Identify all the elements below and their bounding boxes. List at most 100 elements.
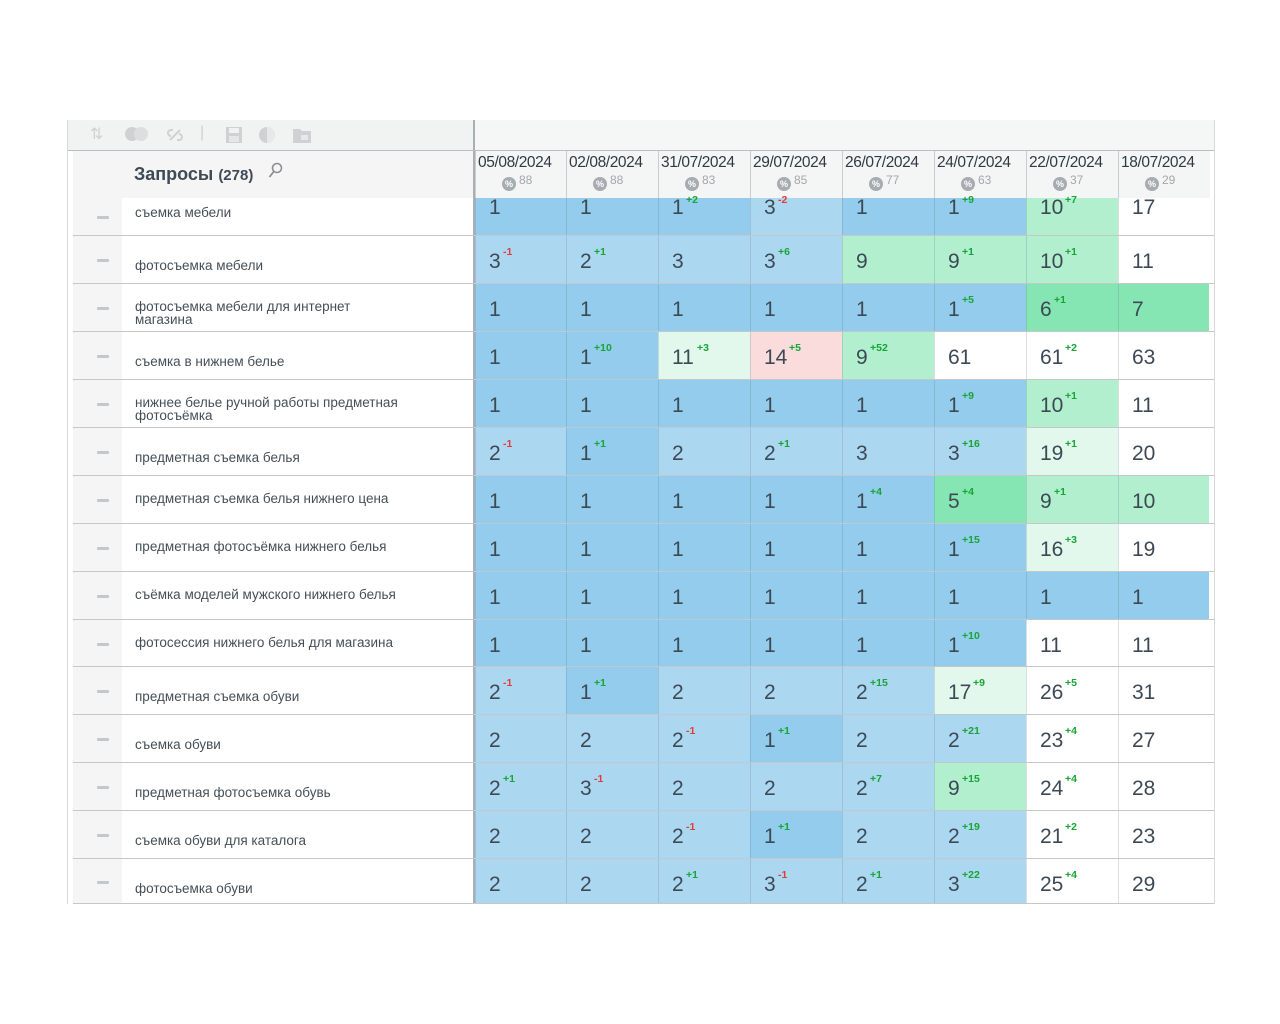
position-cell[interactable]: 1: [566, 380, 658, 428]
position-cell[interactable]: 1: [1118, 572, 1209, 620]
position-cell[interactable]: 9: [842, 236, 934, 284]
position-cell[interactable]: 1: [658, 620, 750, 667]
row-collapse-icon[interactable]: [97, 307, 109, 310]
position-cell[interactable]: 27: [1118, 715, 1209, 763]
position-cell[interactable]: 3: [658, 236, 750, 284]
table-row[interactable]: съемка обуви 2 2 2 -1 1 +1 2 2 +21 23 +4 27: [73, 715, 1214, 763]
position-cell[interactable]: 2 +1: [750, 428, 842, 476]
position-cell[interactable]: 2: [658, 667, 750, 715]
table-row[interactable]: съемка обуви для каталога 2 2 2 -1 1 +1 2 2 +19 21…: [73, 811, 1214, 859]
position-cell[interactable]: 17: [1118, 196, 1209, 236]
position-cell[interactable]: 1: [750, 380, 842, 428]
row-collapse-icon[interactable]: [97, 834, 109, 837]
position-cell[interactable]: 1: [566, 196, 658, 236]
position-cell[interactable]: 2: [842, 811, 934, 859]
table-row[interactable]: съемка мебели 1 1 1 +2 3 -2 1 1 +9 10 +7 17: [73, 194, 1214, 236]
position-cell[interactable]: 11: [1118, 236, 1209, 284]
row-collapse-icon[interactable]: [97, 547, 109, 550]
position-cell[interactable]: 2: [475, 811, 566, 859]
position-cell[interactable]: 1 +9: [934, 194, 1026, 236]
position-cell[interactable]: 61: [934, 332, 1026, 380]
position-cell[interactable]: 1 +1: [566, 667, 658, 715]
position-cell[interactable]: 24 +4: [1026, 763, 1118, 811]
position-cell[interactable]: 9 +15: [934, 763, 1026, 811]
save-icon[interactable]: [225, 126, 243, 149]
position-cell[interactable]: 1: [842, 524, 934, 572]
date-column-header[interactable]: 29/07/2024% 85: [750, 151, 843, 198]
position-cell[interactable]: 2 -1: [658, 715, 750, 763]
position-cell[interactable]: 6 +1: [1026, 284, 1118, 332]
position-cell[interactable]: 11: [1026, 620, 1118, 667]
table-row[interactable]: фотосъемка мебели для интернет магазина 1…: [73, 284, 1214, 332]
row-collapse-icon[interactable]: [97, 786, 109, 789]
position-cell[interactable]: 3: [842, 428, 934, 476]
position-cell[interactable]: 25 +4: [1026, 859, 1118, 904]
table-row[interactable]: предметная фотосъемка обувь 2 +1 3 -1 2 2 2 +7 9 +…: [73, 763, 1214, 811]
position-cell[interactable]: 2 -1: [475, 667, 566, 715]
table-row[interactable]: предметная фотосъёмка нижнего белья 1 1 1 1 1…: [73, 524, 1214, 572]
position-cell[interactable]: 1: [475, 476, 566, 524]
position-cell[interactable]: 31: [1118, 667, 1209, 715]
position-cell[interactable]: 10: [1118, 476, 1209, 524]
position-cell[interactable]: 10 +1: [1026, 380, 1118, 428]
position-cell[interactable]: 9 +52: [842, 332, 934, 380]
position-cell[interactable]: 1 +10: [934, 620, 1026, 667]
position-cell[interactable]: 2: [566, 859, 658, 904]
position-cell[interactable]: 1: [658, 524, 750, 572]
position-cell[interactable]: 1: [566, 476, 658, 524]
position-cell[interactable]: 10 +1: [1026, 236, 1118, 284]
position-cell[interactable]: 1: [750, 572, 842, 620]
link-icon[interactable]: [166, 126, 184, 149]
position-cell[interactable]: 1 +4: [842, 476, 934, 524]
position-cell[interactable]: 1 +5: [934, 284, 1026, 332]
position-cell[interactable]: 7: [1118, 284, 1209, 332]
row-collapse-icon[interactable]: [97, 880, 109, 884]
position-cell[interactable]: 1: [750, 620, 842, 667]
folder-icon[interactable]: [292, 126, 312, 149]
position-cell[interactable]: 20: [1118, 428, 1209, 476]
position-cell[interactable]: 19 +1: [1026, 428, 1118, 476]
position-cell[interactable]: 1 +10: [566, 332, 658, 380]
position-cell[interactable]: 11: [1118, 620, 1209, 667]
table-row[interactable]: фотосессия нижнего белья для магазина 1 1 1…: [73, 620, 1214, 667]
row-collapse-icon[interactable]: [97, 738, 109, 741]
position-cell[interactable]: 2 +21: [934, 715, 1026, 763]
position-cell[interactable]: 1: [566, 620, 658, 667]
table-row[interactable]: предметная съемка белья 2 -1 1 +1 2 2 +1 3 3 +16 19…: [73, 428, 1214, 476]
position-cell[interactable]: 1: [658, 380, 750, 428]
table-row[interactable]: фотосъемка мебели 3 -1 2 +1 3 3 +6 9 9 +1 10 +1 11: [73, 236, 1214, 284]
position-cell[interactable]: 2: [658, 428, 750, 476]
position-cell[interactable]: 1 +15: [934, 524, 1026, 572]
position-cell[interactable]: 2 +1: [658, 859, 750, 904]
table-row[interactable]: фотосъемка обуви 2 2 2 +1 3 -1 2 +1 3 +22 25 +4 29: [73, 859, 1214, 904]
date-column-header[interactable]: 02/08/2024% 88: [566, 151, 659, 198]
position-cell[interactable]: 17 +9: [934, 667, 1026, 715]
position-cell[interactable]: 3 -1: [566, 763, 658, 811]
position-cell[interactable]: 1 +2: [658, 194, 750, 236]
position-cell[interactable]: 9 +1: [1026, 476, 1118, 524]
table-row[interactable]: нижнее белье ручной работы предметная фо…: [73, 380, 1214, 428]
position-cell[interactable]: 3 -1: [475, 236, 566, 284]
position-cell[interactable]: 11 +3: [658, 332, 750, 380]
position-cell[interactable]: 2 -1: [658, 811, 750, 859]
position-cell[interactable]: 28: [1118, 763, 1209, 811]
position-cell[interactable]: 1: [658, 284, 750, 332]
position-cell[interactable]: 1: [934, 572, 1026, 620]
position-cell[interactable]: 2 +7: [842, 763, 934, 811]
date-column-header[interactable]: 26/07/2024% 77: [842, 151, 935, 198]
position-cell[interactable]: 19: [1118, 524, 1209, 572]
table-row[interactable]: съёмка моделей мужского нижнего белья 1 1 1…: [73, 572, 1214, 620]
position-cell[interactable]: 1: [566, 572, 658, 620]
queries-column-header[interactable]: Запросы (278): [122, 151, 473, 198]
position-cell[interactable]: 2: [750, 667, 842, 715]
row-collapse-icon[interactable]: [97, 403, 109, 406]
position-cell[interactable]: 3 +6: [750, 236, 842, 284]
position-cell[interactable]: 1: [475, 196, 566, 236]
search-icon[interactable]: [268, 162, 284, 185]
position-cell[interactable]: 3 +22: [934, 859, 1026, 904]
position-cell[interactable]: 21 +2: [1026, 811, 1118, 859]
position-cell[interactable]: 1 +1: [566, 428, 658, 476]
position-cell[interactable]: 2 +1: [566, 236, 658, 284]
position-cell[interactable]: 9 +1: [934, 236, 1026, 284]
position-cell[interactable]: 5 +4: [934, 476, 1026, 524]
